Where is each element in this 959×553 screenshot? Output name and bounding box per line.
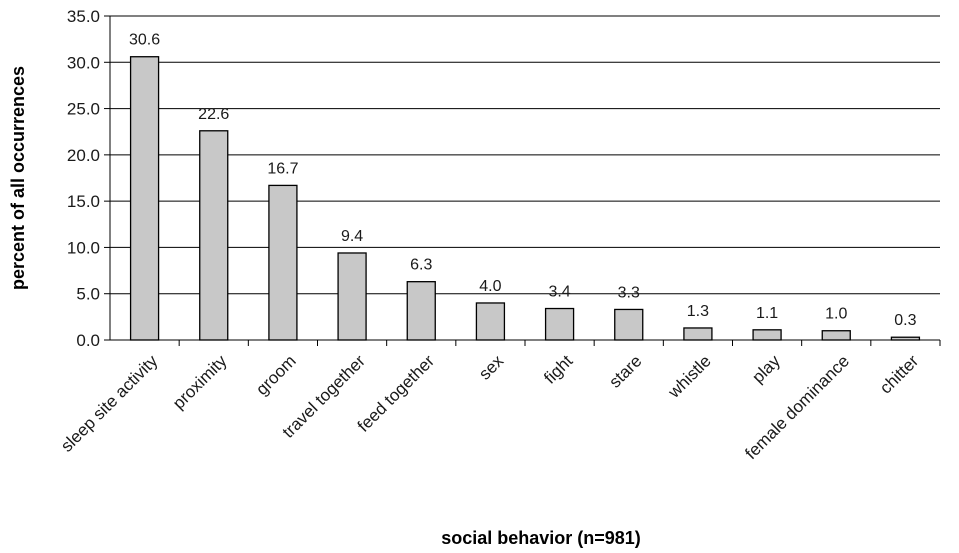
- y-tick-label: 20.0: [67, 146, 100, 165]
- bar: [129, 56, 160, 341]
- y-tick-label: 10.0: [67, 238, 100, 257]
- y-tick-label: 35.0: [67, 7, 100, 26]
- y-tick-labels: 0.0 5.0 10.0 15.0 20.0 25.0 30.0 35.0: [67, 7, 100, 350]
- data-label: 16.7: [267, 160, 298, 177]
- x-axis-title: social behavior (n=981): [441, 528, 641, 548]
- x-tick-label: sleep site activity: [57, 351, 162, 456]
- data-label: 22.6: [198, 106, 229, 123]
- data-label: 3.4: [548, 284, 570, 301]
- x-tick-label: stare: [605, 351, 645, 391]
- bar: [268, 184, 298, 341]
- data-label: 9.4: [341, 228, 363, 245]
- bar: [475, 302, 506, 341]
- x-tick-label: whistle: [664, 351, 715, 402]
- data-label: 30.6: [129, 32, 160, 49]
- bar: [406, 281, 436, 341]
- x-tick-labels: sleep site activity proximity groomtravel …: [57, 351, 922, 463]
- data-label: 3.3: [618, 284, 640, 301]
- bar: [614, 308, 644, 341]
- data-label: 6.3: [410, 257, 432, 274]
- x-tick-label: sex: [475, 351, 507, 383]
- bar: [544, 307, 575, 341]
- data-label: 1.0: [825, 306, 847, 323]
- bars: [129, 56, 921, 341]
- data-label: 1.3: [687, 303, 709, 320]
- data-label: 0.3: [894, 312, 916, 329]
- x-tick-label: groom: [252, 351, 300, 399]
- data-label: 4.0: [479, 278, 501, 295]
- y-tick-label: 15.0: [67, 192, 100, 211]
- y-tick-label: 0.0: [76, 331, 100, 350]
- axes: [104, 15, 941, 346]
- x-tick-label: play: [748, 351, 784, 387]
- y-tick-label: 5.0: [76, 285, 100, 304]
- y-axis-title: percent of all occurrences: [8, 66, 28, 290]
- y-tick-label: 30.0: [67, 53, 100, 72]
- x-tick-label: chitter: [876, 351, 922, 397]
- bar: [821, 330, 851, 341]
- x-tick-label: proximity: [169, 351, 231, 413]
- bar: [683, 327, 713, 341]
- data-labels: 30.6 22.6 16.7 9.4 6.3 4.0 3.4 3.3 1.3 1.1 1.0 0.3: [129, 32, 917, 329]
- bar: [199, 130, 229, 341]
- gridlines: [110, 15, 940, 295]
- bar: [752, 329, 782, 341]
- y-tick-label: 25.0: [67, 100, 100, 119]
- x-tick-label: fight: [540, 351, 576, 387]
- data-label: 1.1: [756, 305, 778, 322]
- bar: [337, 252, 367, 341]
